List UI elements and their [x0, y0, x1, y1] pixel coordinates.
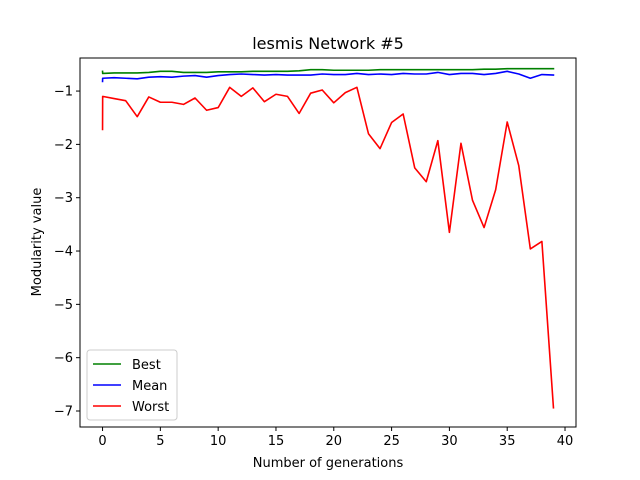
x-tick-label: 5: [156, 434, 164, 449]
x-tick-label: 30: [441, 434, 458, 449]
x-tick-label: 20: [326, 434, 343, 449]
x-tick-label: 10: [210, 434, 227, 449]
legend-label-mean: Mean: [132, 379, 167, 394]
y-axis: −7 −6 −5 −4 −3 −2 −1: [54, 85, 80, 420]
chart-title: lesmis Network #5: [252, 34, 404, 53]
series-line-mean: [101, 70, 555, 83]
x-tick-label: 35: [499, 434, 516, 449]
legend-label-worst: Worst: [132, 400, 169, 415]
y-tick-label: −1: [54, 85, 73, 100]
y-tick-label: −5: [54, 298, 73, 313]
series-line-worst: [101, 86, 555, 409]
legend: Best Mean Worst: [86, 349, 178, 421]
y-tick-label: −4: [54, 245, 73, 260]
x-tick-label: 25: [383, 434, 400, 449]
x-tick-label: 15: [268, 434, 285, 449]
y-tick-label: −7: [54, 405, 73, 420]
x-tick-label: 0: [98, 434, 106, 449]
y-axis-title: Modularity value: [30, 188, 45, 297]
y-tick-label: −3: [54, 191, 73, 206]
axes-spine: [79, 57, 577, 428]
x-axis: 0 5 10 15 20 25 30 35 40: [98, 427, 573, 449]
y-tick-label: −2: [54, 138, 73, 153]
x-tick-label: 40: [557, 434, 574, 449]
legend-label-best: Best: [132, 358, 161, 373]
y-tick-label: −6: [54, 351, 73, 366]
series-layer: [101, 67, 555, 409]
x-axis-title: Number of generations: [253, 456, 404, 471]
series-line-best: [101, 67, 555, 75]
legend-frame: [86, 349, 178, 421]
